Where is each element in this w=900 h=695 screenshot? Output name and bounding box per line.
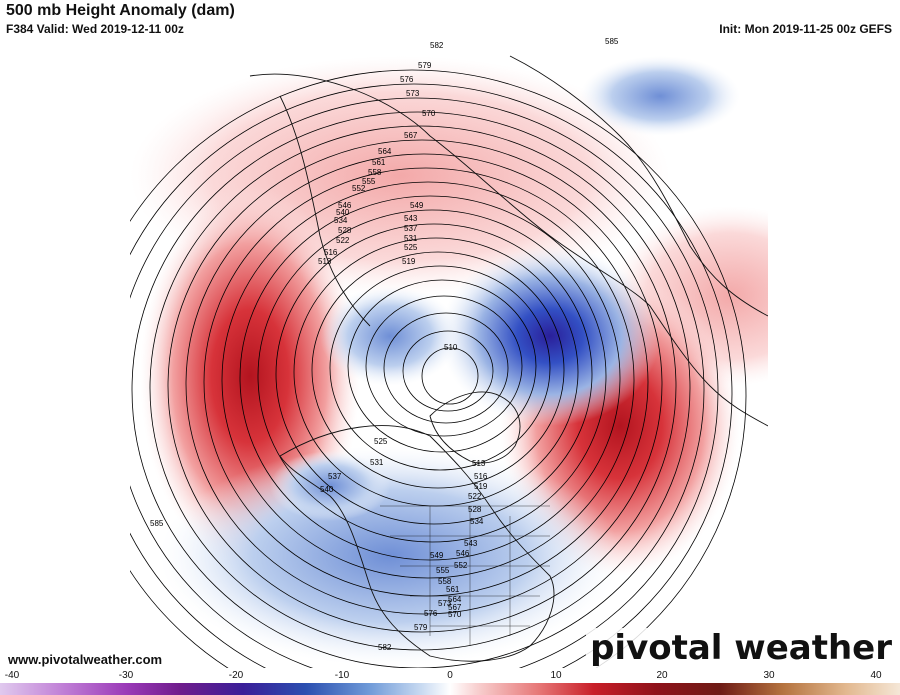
contour-label: 585	[150, 519, 164, 528]
contour-label: 519	[474, 482, 488, 491]
contour-label: 558	[438, 577, 452, 586]
contour-label: 567	[404, 131, 418, 140]
contour-label: 576	[424, 609, 438, 618]
colorbar-tick: -20	[228, 670, 244, 681]
contour-label: 561	[446, 585, 460, 594]
map-svg: 582 585 579 576 573 570 567 564 561 558 …	[130, 37, 768, 668]
valid-time: F384 Valid: Wed 2019-12-11 00z	[6, 22, 184, 36]
contour-label: 528	[338, 226, 352, 235]
contour-label: 537	[404, 224, 418, 233]
colorbar	[0, 683, 900, 695]
height-contours	[130, 69, 747, 668]
contour-label: 555	[362, 177, 376, 186]
contour-label: 531	[404, 234, 418, 243]
contour-label: 534	[334, 216, 348, 225]
contour-label: 549	[410, 201, 424, 210]
contour-label: 579	[414, 623, 428, 632]
contour-labels-top: 582 585 579 576 573 570 567 564 561 558 …	[318, 37, 619, 266]
contour-label: 534	[470, 517, 484, 526]
contour-label: 585	[605, 37, 619, 46]
contour-label: 579	[418, 61, 432, 70]
colorbar-ticks: -40 -30 -20 -10 0 10 20 30 40	[0, 670, 900, 684]
contour-label: 549	[430, 551, 444, 560]
colorbar-tick: 10	[550, 670, 562, 681]
contour-label: 531	[370, 458, 384, 467]
contour-label: 522	[336, 236, 350, 245]
colorbar-tick: -10	[334, 670, 350, 681]
contour-label: 522	[468, 492, 482, 501]
contour-label: 555	[436, 566, 450, 575]
contour-label: 543	[464, 539, 478, 548]
contour-label: 561	[372, 158, 386, 167]
contour-label: 570	[448, 610, 462, 619]
init-time: Init: Mon 2019-11-25 00z GEFS	[719, 22, 892, 36]
contour-label: 567	[448, 603, 462, 612]
contour-label: 519	[402, 257, 416, 266]
colorbar-tick: 20	[656, 670, 668, 681]
map-title: 500 mb Height Anomaly (dam)	[6, 2, 235, 19]
contour-label: 573	[406, 89, 420, 98]
contour-label: 513	[472, 459, 486, 468]
contour-label: 582	[378, 643, 392, 652]
contour-label: 525	[374, 437, 388, 446]
contour-label: 564	[378, 147, 392, 156]
colorbar-tick: 40	[870, 670, 882, 681]
contour-label: 537	[328, 472, 342, 481]
contour-label: 564	[448, 595, 462, 604]
contour-label: 540	[320, 485, 334, 494]
contour-label: 582	[430, 41, 444, 50]
contour-label: 576	[400, 75, 414, 84]
brand-logo: pivotal weather	[586, 628, 896, 668]
map-panel: 582 585 579 576 573 570 567 564 561 558 …	[130, 36, 768, 668]
contour-labels-center: 510 513 516 519 522 525 528 531 534 537 …	[150, 343, 488, 652]
anomaly-shading	[130, 56, 768, 666]
website-url[interactable]: www.pivotalweather.com	[8, 652, 163, 667]
coastlines	[249, 55, 768, 662]
contour-label: 558	[368, 168, 382, 177]
contour-label: 552	[352, 184, 366, 193]
contour-label: 543	[404, 214, 418, 223]
colorbar-tick: 0	[447, 670, 453, 681]
colorbar-tick: -30	[118, 670, 134, 681]
colorbar-tick: -40	[4, 670, 20, 681]
contour-label: 570	[422, 109, 436, 118]
contour-label: 528	[468, 505, 482, 514]
contour-label: 546	[338, 201, 352, 210]
contour-label: 540	[336, 208, 350, 217]
contour-label: 516	[324, 248, 338, 257]
contour-label: 510	[444, 343, 458, 352]
contour-label: 552	[454, 561, 468, 570]
colorbar-tick: 30	[763, 670, 775, 681]
contour-label: 573	[438, 599, 452, 608]
contour-label: 525	[404, 243, 418, 252]
contour-label: 513	[318, 257, 332, 266]
contour-label: 546	[456, 549, 470, 558]
contour-label: 516	[474, 472, 488, 481]
